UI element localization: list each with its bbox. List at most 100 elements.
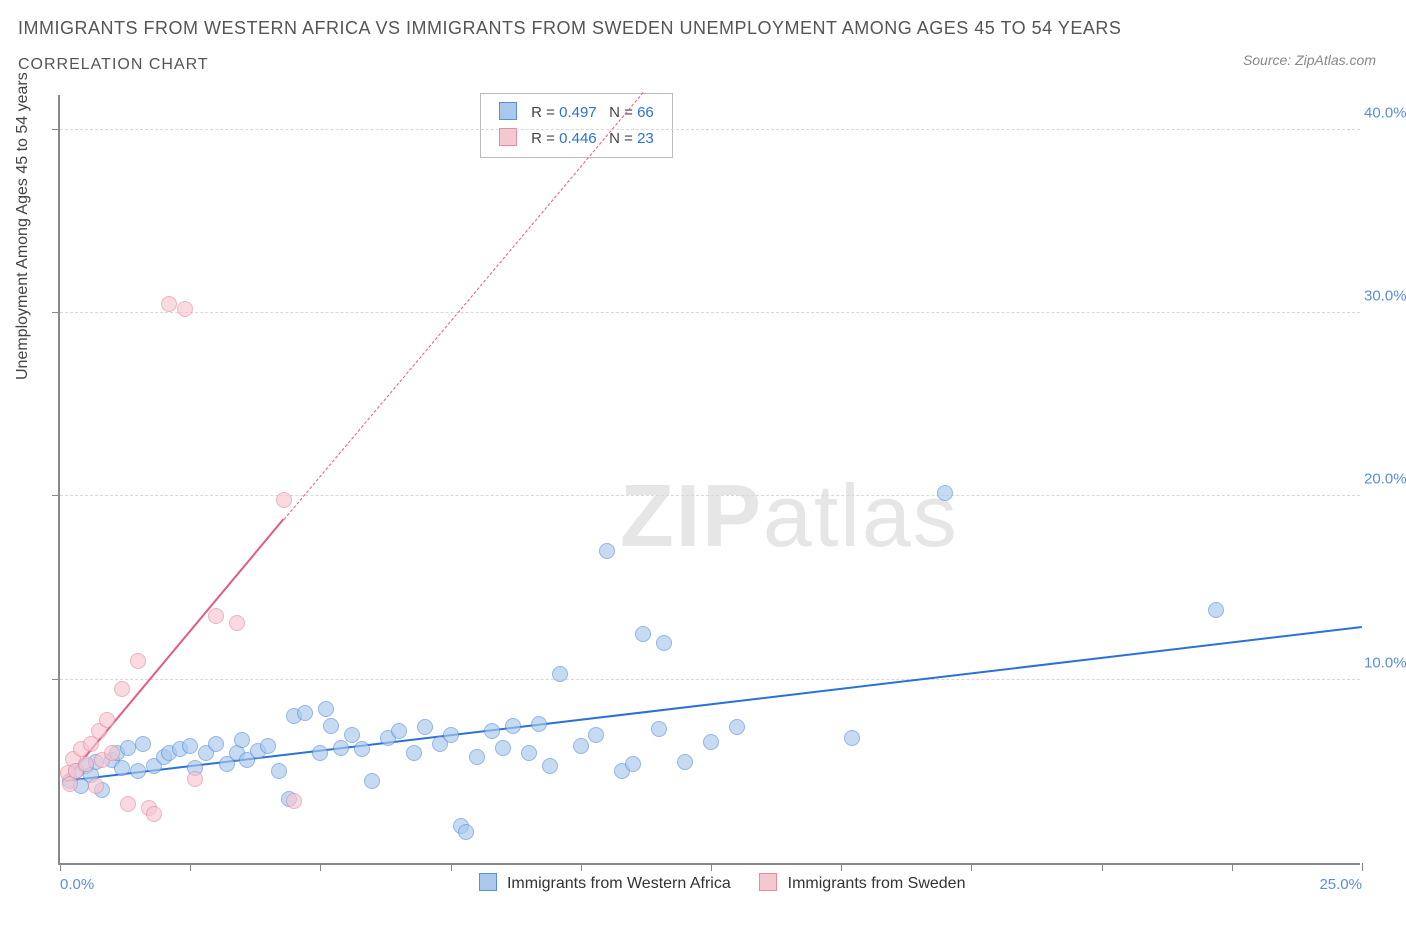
data-point [323,718,339,734]
swatch-icon [499,102,517,120]
data-point [531,716,547,732]
data-point [417,719,433,735]
watermark-light: atlas [763,466,959,565]
data-point [391,723,407,739]
y-tick [52,129,60,130]
x-tick [190,863,191,871]
data-point [182,738,198,754]
y-tick-label: 10.0% [1364,654,1406,671]
y-tick [52,495,60,496]
gridline [60,312,1360,313]
data-point [458,824,474,840]
gridline [60,679,1360,680]
x-tick [711,863,712,871]
legend-label: Immigrants from Sweden [788,875,966,892]
data-point [208,608,224,624]
data-point [276,492,292,508]
x-tick [581,863,582,871]
swatch-icon [759,873,777,891]
data-point [937,485,953,501]
data-point [469,749,485,765]
legend-label: Immigrants from Western Africa [507,875,731,892]
watermark: ZIPatlas [620,465,959,567]
data-point [229,615,245,631]
data-point [312,745,328,761]
data-point [484,723,500,739]
data-point [161,296,177,312]
stats-legend-box: R = 0.497 N = 66 R = 0.446 N = 23 [480,93,673,158]
chart-title: IMMIGRANTS FROM WESTERN AFRICA VS IMMIGR… [18,18,1121,39]
gridline [60,129,1360,130]
trend-line [284,92,644,520]
data-point [552,666,568,682]
data-point [286,793,302,809]
y-axis-label: Unemployment Among Ages 45 to 54 years [14,72,32,380]
data-point [635,626,651,642]
stats-row: R = 0.497 N = 66 [499,100,654,126]
data-point [135,736,151,752]
data-point [271,763,287,779]
data-point [130,763,146,779]
swatch-icon [479,873,497,891]
data-point [99,712,115,728]
y-tick-label: 20.0% [1364,471,1406,488]
data-point [443,727,459,743]
x-tick [841,863,842,871]
data-point [297,705,313,721]
scatter-chart: ZIPatlas R = 0.497 N = 66 R = 0.446 N = … [58,95,1360,865]
data-point [573,738,589,754]
x-tick [1232,863,1233,871]
data-point [130,653,146,669]
data-point [318,701,334,717]
stat-n: 23 [637,130,654,147]
chart-subtitle: CORRELATION CHART [18,56,209,74]
stat-r: 0.446 [559,130,597,147]
data-point [703,734,719,750]
swatch-icon [499,128,517,146]
data-point [187,771,203,787]
source-attribution: Source: ZipAtlas.com [1243,52,1376,68]
x-tick [1362,863,1363,871]
data-point [146,806,162,822]
data-point [177,301,193,317]
data-point [677,754,693,770]
data-point [588,727,604,743]
data-point [344,727,360,743]
data-point [78,756,94,772]
stat-n: 66 [637,104,654,121]
data-point [542,758,558,774]
data-point [364,773,380,789]
data-point [88,778,104,794]
data-point [651,721,667,737]
x-tick [320,863,321,871]
data-point [120,796,136,812]
data-point [656,635,672,651]
data-point [625,756,641,772]
stat-r: 0.497 [559,104,597,121]
y-tick-label: 30.0% [1364,288,1406,305]
data-point [333,740,349,756]
y-tick [52,312,60,313]
x-tick [1102,863,1103,871]
data-point [1208,602,1224,618]
y-tick-label: 40.0% [1364,104,1406,121]
data-point [406,745,422,761]
data-point [844,730,860,746]
gridline [60,495,1360,496]
watermark-bold: ZIP [620,466,763,565]
data-point [114,760,130,776]
data-point [208,736,224,752]
data-point [521,745,537,761]
data-point [114,681,130,697]
y-tick [52,679,60,680]
data-point [505,718,521,734]
x-tick [60,863,61,871]
data-point [260,738,276,754]
x-tick [971,863,972,871]
data-point [354,741,370,757]
data-point [599,543,615,559]
data-point [729,719,745,735]
data-point [120,740,136,756]
data-point [104,745,120,761]
bottom-legend: Immigrants from Western Africa Immigrant… [60,873,1360,893]
